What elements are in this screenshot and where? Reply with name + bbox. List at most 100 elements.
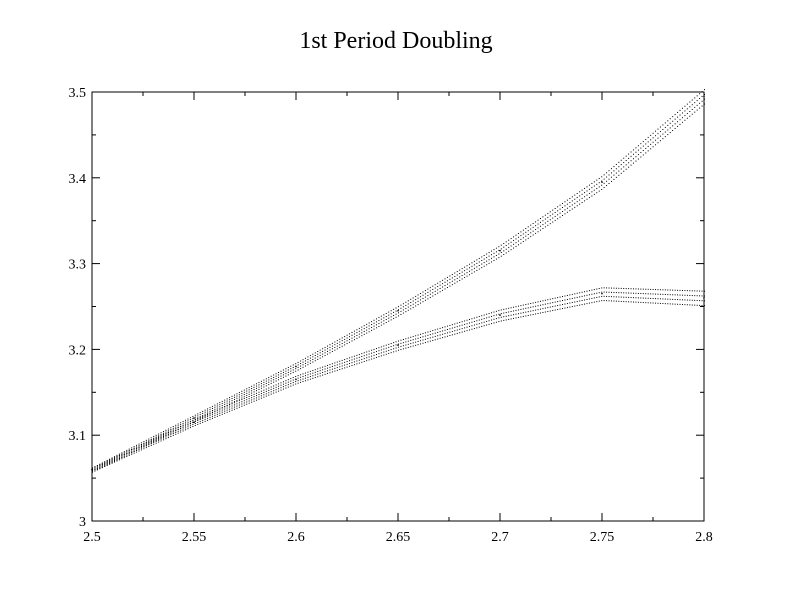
data-point xyxy=(260,397,262,399)
data-point xyxy=(187,428,189,430)
data-point xyxy=(576,296,578,298)
data-point xyxy=(371,321,373,323)
data-point xyxy=(324,365,326,367)
data-point xyxy=(596,292,598,294)
data-point xyxy=(681,121,683,123)
data-point xyxy=(681,304,683,306)
data-point xyxy=(659,131,661,133)
data-point xyxy=(449,282,451,284)
data-point xyxy=(324,371,326,373)
data-point xyxy=(94,466,96,468)
data-point xyxy=(358,336,360,338)
data-point xyxy=(420,333,422,335)
data-point xyxy=(314,377,316,379)
data-point xyxy=(579,296,581,298)
data-point xyxy=(657,133,659,135)
data-point xyxy=(581,295,583,297)
data-point xyxy=(562,215,564,217)
data-point xyxy=(576,300,578,302)
data-point xyxy=(278,388,280,390)
data-point xyxy=(432,292,434,294)
data-point xyxy=(655,139,657,141)
data-point xyxy=(466,323,468,325)
data-point xyxy=(341,345,343,347)
data-point xyxy=(566,298,568,300)
data-point xyxy=(493,315,495,317)
data-point xyxy=(265,380,267,382)
data-point xyxy=(109,461,111,463)
data-point xyxy=(642,288,644,290)
data-point xyxy=(346,343,348,345)
data-point xyxy=(603,295,605,297)
data-point xyxy=(606,287,608,289)
data-point xyxy=(170,430,172,432)
data-point xyxy=(571,293,573,295)
data-point xyxy=(280,389,282,391)
data-point xyxy=(471,328,473,330)
data-point xyxy=(336,361,338,363)
data-point xyxy=(684,119,686,121)
data-point xyxy=(238,398,240,400)
x-tick-label: 2.7 xyxy=(491,530,509,545)
data-point xyxy=(535,301,537,303)
data-point xyxy=(601,295,603,297)
data-point xyxy=(371,324,373,326)
data-point xyxy=(652,141,654,143)
data-point xyxy=(686,304,688,306)
data-point xyxy=(684,294,686,296)
data-point xyxy=(618,170,620,172)
data-point xyxy=(167,430,169,432)
data-point xyxy=(177,428,179,430)
data-point xyxy=(398,343,399,345)
data-point xyxy=(270,380,272,382)
data-point xyxy=(106,460,108,462)
data-point xyxy=(187,426,189,428)
data-point xyxy=(380,352,382,354)
data-point xyxy=(329,369,331,371)
data-point xyxy=(623,170,625,172)
data-point xyxy=(672,289,674,291)
data-point xyxy=(691,295,693,297)
data-point xyxy=(669,118,671,120)
data-point xyxy=(539,304,541,306)
data-point xyxy=(669,289,671,291)
data-point xyxy=(300,363,302,365)
data-point xyxy=(515,309,517,311)
data-point xyxy=(346,358,348,360)
data-point xyxy=(471,262,473,264)
data-point xyxy=(336,345,338,347)
data-point xyxy=(586,294,588,296)
data-point xyxy=(329,364,331,366)
data-point xyxy=(679,303,681,305)
data-point xyxy=(459,321,461,323)
data-point xyxy=(309,362,311,364)
data-point xyxy=(226,407,228,409)
data-point xyxy=(160,437,162,439)
data-point xyxy=(402,348,404,350)
data-point xyxy=(645,293,647,295)
data-point xyxy=(476,269,478,271)
data-point xyxy=(123,454,125,456)
data-point xyxy=(121,458,123,460)
data-point xyxy=(537,305,539,307)
data-point xyxy=(454,272,456,274)
data-point xyxy=(468,270,470,272)
data-point xyxy=(449,285,451,287)
data-point xyxy=(388,352,390,354)
data-point xyxy=(532,313,534,315)
data-point xyxy=(530,232,532,234)
data-point xyxy=(351,356,353,358)
data-point xyxy=(172,426,174,428)
data-point xyxy=(405,338,407,340)
data-point xyxy=(657,289,659,291)
data-point xyxy=(603,291,605,293)
data-point xyxy=(334,365,336,367)
data-point xyxy=(508,250,510,252)
data-point xyxy=(99,466,101,468)
data-point xyxy=(625,164,627,166)
data-point xyxy=(128,453,130,455)
data-point xyxy=(579,199,581,201)
data-point xyxy=(446,287,448,289)
data-point xyxy=(640,288,642,290)
data-point xyxy=(522,237,524,239)
